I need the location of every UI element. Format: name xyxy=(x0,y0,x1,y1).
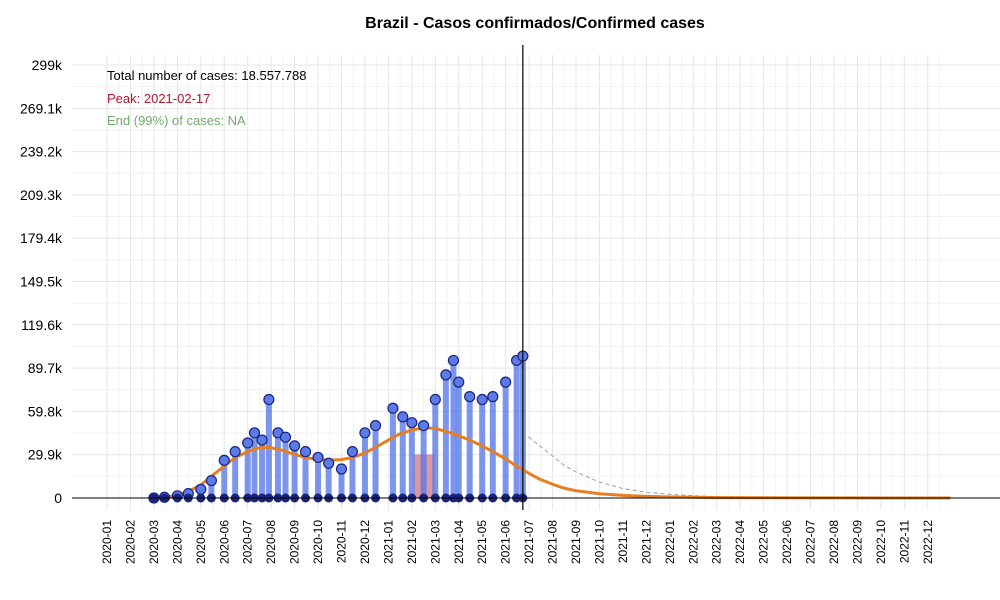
observed-point xyxy=(487,391,499,403)
model-fit-line xyxy=(149,426,951,500)
x-tick-label: 2021-12 xyxy=(639,520,653,564)
x-tick-label: 2022-01 xyxy=(663,520,677,564)
observed-point xyxy=(500,376,512,388)
x-tick-label: 2020-07 xyxy=(241,520,255,564)
total-cases-annotation: Total number of cases: 18.557.788 xyxy=(107,68,306,83)
observed-point xyxy=(397,411,409,423)
x-tick-label: 2021-10 xyxy=(592,520,606,564)
y-tick-label: 29.9k xyxy=(28,447,63,463)
observed-point xyxy=(387,402,399,414)
x-tick-label: 2021-06 xyxy=(499,520,513,564)
x-tick-label: 2022-11 xyxy=(897,520,911,563)
y-tick-label: 59.8k xyxy=(28,403,63,419)
observed-point xyxy=(417,419,430,432)
observed-point xyxy=(359,427,371,439)
x-tick-label: 2021-01 xyxy=(381,520,395,564)
x-tick-label: 2022-05 xyxy=(757,520,771,564)
x-tick-label: 2022-04 xyxy=(733,520,747,564)
x-tick-label: 2022-12 xyxy=(921,520,935,564)
observed-point xyxy=(447,354,460,367)
y-tick-label: 209.3k xyxy=(20,187,63,203)
y-tick-label: 0 xyxy=(54,490,62,506)
observed-point xyxy=(453,376,465,388)
observed-point xyxy=(406,417,418,429)
observed-point xyxy=(440,369,452,381)
y-tick-label: 299k xyxy=(32,57,63,73)
observed-point xyxy=(229,446,241,458)
x-tick-label: 2021-07 xyxy=(522,520,536,564)
observed-point xyxy=(346,446,359,458)
x-tick-label: 2020-08 xyxy=(264,520,278,564)
observed-point xyxy=(256,434,268,446)
observed-point xyxy=(248,427,261,439)
observed-point xyxy=(263,393,275,406)
y-tick-label: 89.7k xyxy=(28,360,63,376)
x-tick-label: 2020-10 xyxy=(311,520,325,564)
observed-point xyxy=(242,437,254,449)
y-tick-label: 269.1k xyxy=(20,100,63,116)
x-tick-label: 2022-02 xyxy=(686,520,700,564)
x-tick-label: 2020-12 xyxy=(358,520,372,564)
x-tick-label: 2020-11 xyxy=(335,520,349,563)
x-tick-label: 2021-04 xyxy=(452,520,466,564)
observed-point xyxy=(312,451,324,464)
x-tick-label: 2020-03 xyxy=(147,520,161,564)
y-tick-label: 239.2k xyxy=(20,144,63,160)
x-tick-label: 2020-06 xyxy=(217,520,231,564)
x-tick-label: 2020-01 xyxy=(100,520,114,564)
observed-point xyxy=(464,391,476,403)
x-tick-label: 2020-04 xyxy=(170,520,184,564)
observed-point xyxy=(429,393,441,406)
observed-point xyxy=(323,457,335,469)
observed-point xyxy=(476,393,488,406)
observed-point xyxy=(299,446,312,458)
observed-point xyxy=(205,475,217,487)
x-tick-label: 2022-03 xyxy=(710,520,724,564)
y-tick-label: 149.5k xyxy=(20,274,63,290)
x-tick-label: 2020-02 xyxy=(123,520,137,564)
end-annotation: End (99%) of cases: NA xyxy=(107,113,246,128)
observed-point xyxy=(195,483,207,495)
x-tick-label: 2020-05 xyxy=(194,520,208,564)
y-tick-label: 119.6k xyxy=(21,317,63,333)
x-axis-ticks: 2020-01 2020-02 2020-03 2020-04 2020-05 2020-… xyxy=(100,520,935,564)
peak-annotation: Peak: 2021-02-17 xyxy=(107,91,210,106)
y-tick-label: 179.4k xyxy=(20,230,63,246)
x-tick-label: 2021-03 xyxy=(428,520,442,564)
x-tick-label: 2022-07 xyxy=(804,520,818,564)
x-tick-label: 2020-09 xyxy=(288,520,302,564)
observed-point xyxy=(289,440,301,452)
x-tick-label: 2022-09 xyxy=(850,520,864,564)
x-tick-label: 2021-09 xyxy=(569,520,583,564)
observed-point xyxy=(335,463,348,475)
chart-title: Brazil - Casos confirmados/Confirmed cas… xyxy=(365,15,705,32)
x-tick-label: 2021-02 xyxy=(405,520,419,564)
observed-points xyxy=(148,350,529,504)
x-tick-label: 2022-08 xyxy=(827,520,841,564)
observed-point xyxy=(279,431,292,443)
x-tick-label: 2021-05 xyxy=(475,520,489,564)
observed-point xyxy=(218,454,230,466)
x-tick-label: 2022-10 xyxy=(874,520,888,564)
projection-line xyxy=(522,432,951,499)
x-tick-label: 2021-08 xyxy=(546,520,560,564)
x-tick-label: 2022-06 xyxy=(780,520,794,564)
y-axis-ticks: 0 29.9k 59.8k 89.7k 119.6k 149.5k 179.4k 209.3k… xyxy=(20,57,63,506)
observed-point xyxy=(369,419,382,432)
x-tick-label: 2021-11 xyxy=(616,520,630,563)
